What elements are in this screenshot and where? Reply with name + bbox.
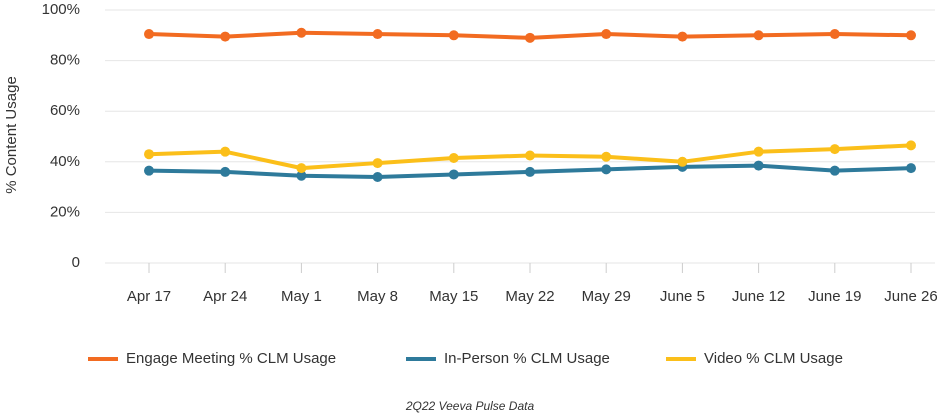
data-point — [144, 165, 154, 176]
data-point — [525, 150, 535, 161]
x-tick-label: Apr 24 — [203, 288, 247, 305]
y-tick-label: 60% — [50, 102, 80, 119]
data-point — [829, 29, 840, 40]
data-point — [448, 169, 459, 180]
y-axis-label: % Content Usage — [3, 76, 20, 194]
data-point — [372, 158, 383, 169]
data-point — [448, 30, 459, 41]
data-point — [906, 30, 916, 41]
data-point — [525, 32, 535, 43]
x-tick-label: June 19 — [808, 288, 861, 305]
y-tick-label: 0 — [72, 254, 80, 271]
y-tick-label: 100% — [42, 1, 80, 18]
data-point — [753, 146, 764, 157]
x-tick-label: May 8 — [357, 288, 398, 305]
data-point — [144, 149, 154, 160]
data-point — [601, 29, 612, 40]
data-point — [372, 29, 383, 40]
y-tick-label: 20% — [50, 203, 80, 220]
x-tick-label: June 12 — [732, 288, 785, 305]
data-point — [296, 170, 307, 181]
data-point — [601, 164, 612, 175]
x-tick-label: May 22 — [505, 288, 554, 305]
data-point — [601, 151, 612, 162]
data-point — [677, 156, 688, 167]
data-point — [829, 165, 840, 176]
data-point — [448, 153, 459, 164]
footnote: 2Q22 Veeva Pulse Data — [405, 399, 535, 413]
data-point — [525, 166, 535, 177]
x-tick-label: June 5 — [660, 288, 705, 305]
data-point — [372, 171, 383, 182]
x-tick-label: May 29 — [582, 288, 631, 305]
data-point — [906, 163, 916, 174]
y-tick-label: 40% — [50, 153, 80, 170]
x-tick-label: Apr 17 — [127, 288, 171, 305]
legend-label: In-Person % CLM Usage — [444, 350, 610, 367]
x-tick-label: June 26 — [884, 288, 937, 305]
data-point — [296, 27, 307, 38]
legend-label: Video % CLM Usage — [704, 350, 843, 367]
data-point — [220, 146, 231, 157]
data-point — [829, 144, 840, 155]
data-point — [906, 140, 916, 151]
y-tick-label: 80% — [50, 52, 80, 69]
data-point — [296, 163, 307, 174]
data-point — [677, 31, 688, 42]
x-tick-label: May 1 — [281, 288, 322, 305]
data-point — [144, 29, 154, 40]
data-point — [220, 166, 231, 177]
data-point — [753, 30, 764, 41]
legend-label: Engage Meeting % CLM Usage — [126, 350, 336, 367]
data-point — [220, 31, 231, 42]
x-tick-label: May 15 — [429, 288, 478, 305]
data-point — [753, 160, 764, 171]
